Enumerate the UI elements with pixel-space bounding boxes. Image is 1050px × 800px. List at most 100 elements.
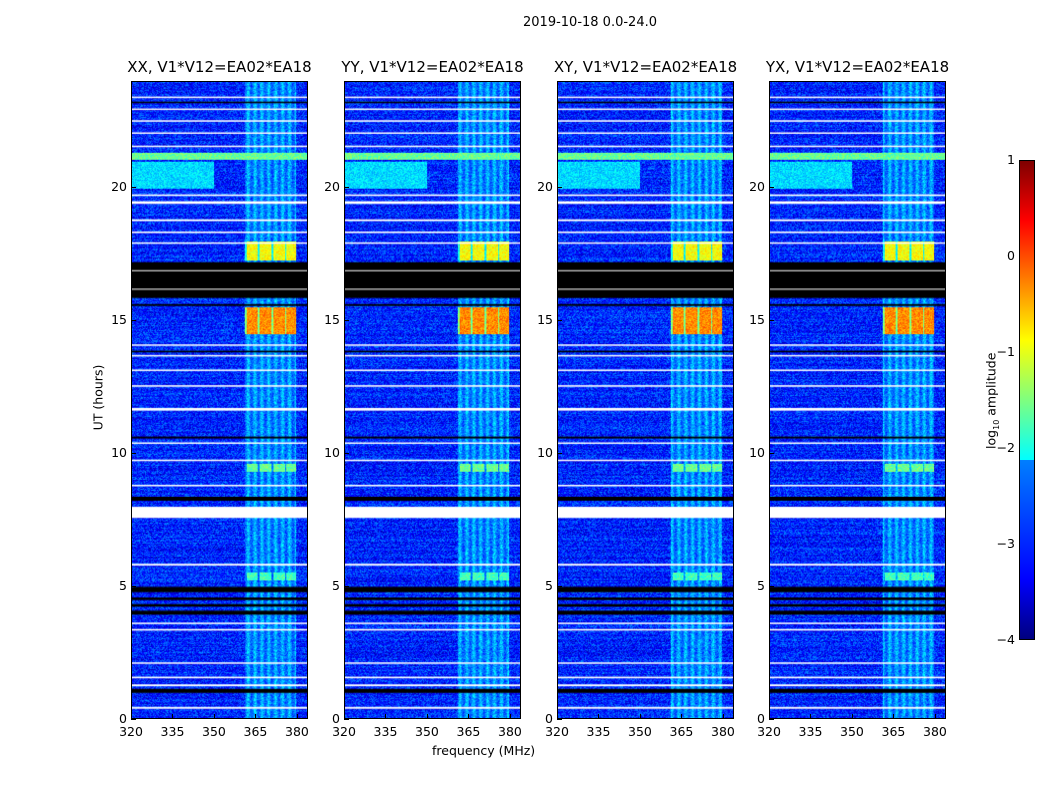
x-tick-mark: [934, 714, 936, 719]
colorbar-label: log10 amplitude: [983, 336, 1001, 466]
y-tick-mark: [344, 586, 349, 588]
y-tick-label: 0: [545, 711, 553, 726]
y-tick-mark: [344, 187, 349, 189]
x-tick-mark: [296, 714, 298, 719]
y-tick-label: 5: [119, 578, 127, 594]
y-tick-label: 20: [324, 179, 340, 195]
heatmap-canvas: [345, 82, 520, 718]
x-tick-mark: [213, 714, 215, 719]
x-tick-label: 380: [923, 724, 947, 739]
x-tick-mark: [131, 714, 132, 719]
heatmap-canvas: [132, 82, 307, 718]
colorbar-tick-label: 0: [1007, 248, 1015, 263]
y-tick-label: 15: [537, 312, 553, 328]
y-tick-label: 20: [749, 179, 765, 195]
x-tick-label: 320: [545, 724, 569, 739]
y-tick-mark: [131, 586, 136, 588]
y-tick-label: 10: [111, 445, 127, 461]
y-tick-label: 5: [545, 578, 553, 594]
x-tick-label: 350: [628, 724, 652, 739]
colorbar-label-part: amplitude: [983, 352, 999, 420]
x-axis-label: frequency (MHz): [432, 743, 536, 758]
y-tick-mark: [769, 719, 774, 720]
y-tick-mark: [344, 453, 349, 455]
y-tick-mark: [769, 586, 774, 588]
colorbar-label-part: log: [983, 429, 999, 449]
y-tick-mark: [131, 719, 136, 720]
colorbar-tick-label: −1: [996, 344, 1015, 359]
x-tick-label: 335: [373, 724, 398, 739]
colorbar-tick-label: −3: [996, 536, 1015, 551]
x-tick-label: 350: [840, 724, 864, 739]
x-tick-label: 365: [243, 724, 268, 739]
x-tick-mark: [639, 714, 641, 719]
x-tick-label: 335: [160, 724, 185, 739]
x-tick-label: 320: [332, 724, 356, 739]
figure-title: 2019-10-18 0.0-24.0: [523, 15, 657, 30]
y-tick-mark: [769, 187, 774, 189]
x-tick-label: 335: [798, 724, 823, 739]
y-axis-label: UT (hours): [90, 364, 106, 431]
y-tick-label: 10: [749, 445, 765, 461]
y-tick-mark: [344, 719, 349, 720]
y-tick-mark: [769, 453, 774, 455]
x-tick-mark: [769, 714, 770, 719]
x-tick-label: 380: [498, 724, 522, 739]
y-tick-mark: [131, 320, 136, 322]
x-tick-label: 350: [415, 724, 439, 739]
x-tick-mark: [385, 714, 387, 719]
y-tick-mark: [557, 453, 562, 455]
x-tick-mark: [172, 714, 174, 719]
spectrogram-panel: [344, 81, 521, 719]
x-tick-label: 335: [586, 724, 611, 739]
y-tick-mark: [131, 187, 136, 189]
x-tick-mark: [426, 714, 428, 719]
x-tick-mark: [557, 714, 558, 719]
x-tick-mark: [598, 714, 600, 719]
y-tick-label: 10: [537, 445, 553, 461]
colorbar-label-part: 10: [991, 419, 1001, 430]
heatmap-canvas: [558, 82, 733, 718]
spectrogram-panel: [131, 81, 308, 719]
x-tick-label: 320: [119, 724, 143, 739]
x-tick-mark: [468, 714, 470, 719]
panel-title: XY, V1*V12=EA02*EA18: [553, 58, 738, 76]
y-tick-label: 15: [749, 312, 765, 328]
heatmap-canvas: [770, 82, 945, 718]
y-tick-mark: [344, 320, 349, 322]
y-tick-label: 20: [537, 179, 553, 195]
spectrogram-panel: [557, 81, 734, 719]
y-tick-label: 0: [119, 711, 127, 726]
x-tick-label: 320: [757, 724, 781, 739]
x-tick-mark: [509, 714, 511, 719]
y-tick-mark: [769, 320, 774, 322]
x-tick-label: 350: [202, 724, 226, 739]
y-tick-mark: [131, 453, 136, 455]
x-tick-mark: [681, 714, 683, 719]
x-tick-label: 380: [285, 724, 309, 739]
x-tick-label: 380: [711, 724, 735, 739]
x-tick-mark: [851, 714, 853, 719]
y-tick-label: 5: [757, 578, 765, 594]
x-tick-mark: [722, 714, 724, 719]
colorbar-tick-label: −4: [996, 632, 1015, 647]
colorbar: [1019, 160, 1035, 640]
y-tick-mark: [557, 719, 562, 720]
panel-title: XX, V1*V12=EA02*EA18: [127, 58, 312, 76]
x-tick-mark: [255, 714, 257, 719]
y-tick-mark: [557, 320, 562, 322]
panel-title: YY, V1*V12=EA02*EA18: [341, 58, 524, 76]
y-tick-label: 10: [324, 445, 340, 461]
x-tick-label: 365: [669, 724, 694, 739]
colorbar-tick-label: −2: [996, 440, 1015, 455]
x-tick-label: 365: [456, 724, 481, 739]
y-tick-mark: [557, 187, 562, 189]
y-tick-label: 15: [111, 312, 127, 328]
y-tick-label: 5: [332, 578, 340, 594]
y-tick-label: 0: [757, 711, 765, 726]
y-tick-label: 20: [111, 179, 127, 195]
x-tick-label: 365: [881, 724, 906, 739]
x-tick-mark: [344, 714, 345, 719]
y-tick-mark: [557, 586, 562, 588]
y-tick-label: 15: [324, 312, 340, 328]
